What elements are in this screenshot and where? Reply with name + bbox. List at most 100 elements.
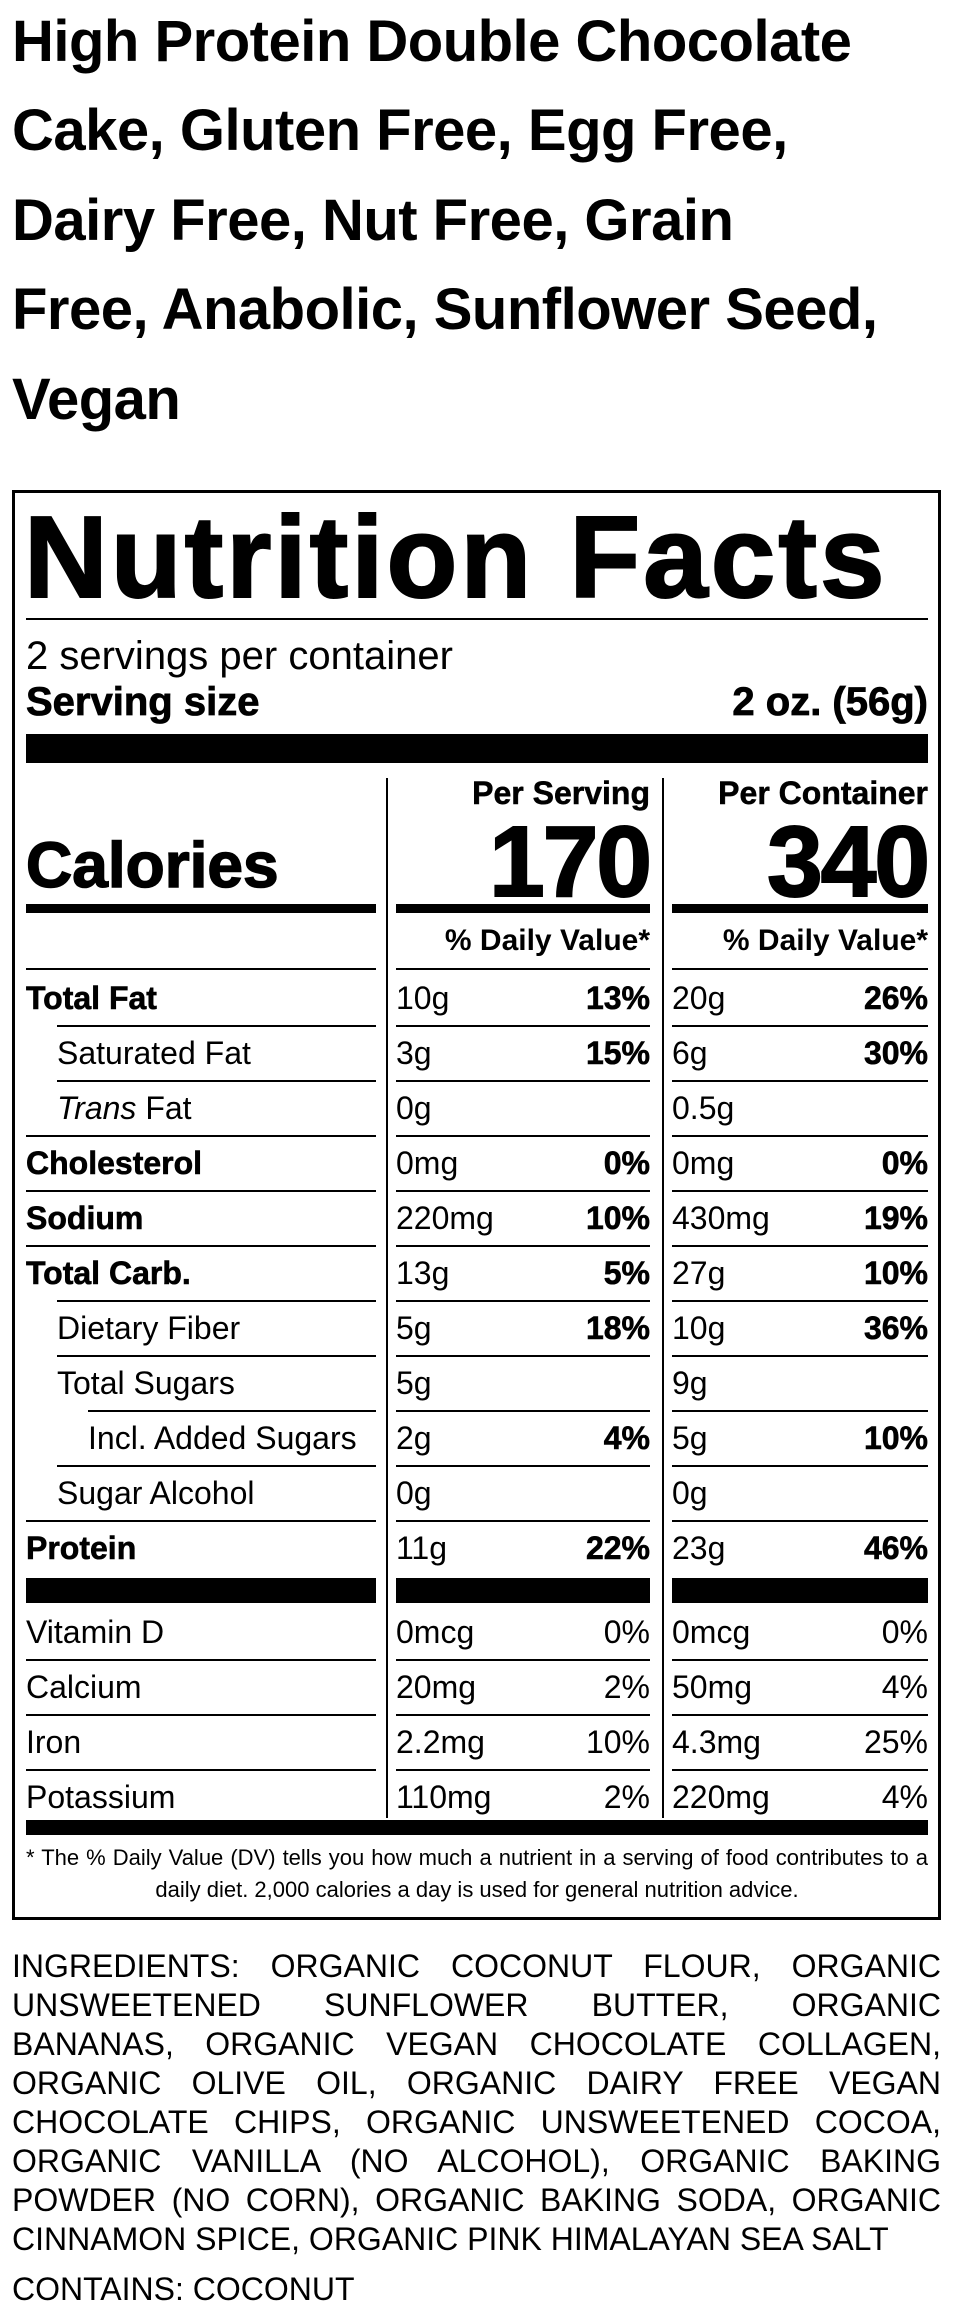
row-rule <box>396 968 650 970</box>
daily-value: 10% <box>863 1419 929 1456</box>
daily-value: 0% <box>881 1144 928 1181</box>
row-rule <box>396 1355 650 1357</box>
nutrient-label: Potassium <box>26 1775 175 1819</box>
title-line: Free, Anabolic, Sunflower Seed, <box>12 277 878 342</box>
row-rule <box>26 1659 376 1661</box>
amount: 220mg <box>672 1778 770 1815</box>
row-rule <box>396 1025 650 1027</box>
nutrient-label: Sodium <box>26 1196 144 1240</box>
amount: 20mg <box>396 1668 477 1705</box>
nutrient-label-text: Saturated Fat <box>57 1035 251 1071</box>
amount: 50mg <box>672 1668 753 1705</box>
row-rule <box>57 1080 376 1082</box>
row-rule <box>396 1245 650 1247</box>
row-rule <box>57 1465 376 1467</box>
amount: 0g <box>672 1474 708 1511</box>
column-divider <box>386 778 388 1818</box>
nutrient-label-text: Incl. Added Sugars <box>88 1420 357 1456</box>
amount: 4.3mg <box>672 1723 761 1760</box>
row-rule <box>672 1714 928 1716</box>
daily-value: 25% <box>863 1723 928 1760</box>
amount: 220mg <box>396 1199 494 1236</box>
row-rule <box>26 1520 376 1522</box>
amount: 6g <box>672 1034 708 1071</box>
row-rule <box>396 1190 650 1192</box>
ingredients: INGREDIENTS: ORGANIC COCONUT FLOUR, ORGA… <box>12 1948 941 2257</box>
row-rule <box>26 1245 376 1247</box>
contains: CONTAINS: COCONUT <box>12 2271 355 2307</box>
daily-value: 19% <box>863 1199 929 1236</box>
daily-value: 10% <box>863 1254 929 1291</box>
serving-size-label: Serving size <box>26 680 260 725</box>
thick-rule <box>396 1578 650 1603</box>
nutrient-label: Protein <box>26 1526 137 1570</box>
nutrient-label: Dietary Fiber <box>57 1306 240 1350</box>
nutrient-label-text: Total Carb. <box>26 1255 191 1292</box>
title-line: Dairy Free, Nut Free, Grain <box>12 187 734 253</box>
nutrient-label-text: Cholesterol <box>26 1145 203 1182</box>
amount: 110mg <box>396 1778 492 1815</box>
daily-value: 10% <box>585 1723 650 1760</box>
row-rule <box>672 968 928 970</box>
nutrient-label: Total Sugars <box>57 1361 235 1405</box>
row-rule <box>672 1355 928 1357</box>
nutrient-label: Calcium <box>26 1665 142 1709</box>
row-rule <box>26 1714 376 1716</box>
calories-label: Calories <box>25 828 279 902</box>
amount: 0g <box>396 1089 432 1126</box>
title-line: High Protein Double Chocolate <box>12 8 852 74</box>
column-header: Per Container <box>718 774 928 811</box>
thick-rule <box>26 1820 928 1835</box>
servings: 2 servings per container <box>26 634 453 678</box>
nutrient-label: Trans Fat <box>57 1086 192 1130</box>
amount: 0.5g <box>672 1089 735 1126</box>
nutrient-label-text: Calcium <box>26 1669 142 1705</box>
amount: 0mcg <box>396 1613 475 1650</box>
nutrient-label-text: Dietary Fiber <box>57 1310 241 1346</box>
row-rule <box>396 1714 650 1716</box>
amount: 0g <box>396 1474 432 1511</box>
row-rule <box>672 1025 928 1027</box>
nutrient-label-text: Iron <box>26 1724 82 1760</box>
daily-value: 0% <box>881 1613 928 1650</box>
daily-value: 15% <box>585 1034 651 1071</box>
row-rule <box>26 1190 376 1192</box>
calories-rule <box>396 904 650 913</box>
amount: 5g <box>396 1309 432 1346</box>
row-rule <box>396 1410 650 1412</box>
calories-rule <box>26 904 376 913</box>
serving-size: 2 oz. (56g) <box>732 680 928 725</box>
thick-rule <box>672 1578 928 1603</box>
daily-value: 30% <box>863 1034 929 1071</box>
row-rule <box>396 1520 650 1522</box>
daily-value: 5% <box>603 1254 650 1291</box>
amount: 20g <box>672 979 726 1016</box>
row-rule <box>672 1300 928 1302</box>
row-rule <box>26 1135 376 1137</box>
daily-value: 10% <box>585 1199 651 1236</box>
nutrient-label: Incl. Added Sugars <box>88 1416 357 1460</box>
nutrient-label-text: Sodium <box>26 1200 144 1237</box>
amount: 3g <box>396 1034 432 1071</box>
nutrition-heading: Nutrition Facts <box>23 491 888 623</box>
calories-value: 340 <box>766 805 931 919</box>
row-rule <box>672 1520 928 1522</box>
column-header: Per Serving <box>472 774 650 811</box>
amount: 27g <box>672 1254 726 1291</box>
row-rule <box>396 1659 650 1661</box>
row-rule <box>26 968 376 970</box>
row-rule <box>672 1410 928 1412</box>
row-rule <box>396 1300 650 1302</box>
daily-value: 2% <box>603 1778 650 1815</box>
daily-value: 36% <box>863 1309 929 1346</box>
row-rule <box>672 1190 928 1192</box>
row-rule <box>57 1300 376 1302</box>
row-rule <box>672 1769 928 1771</box>
footnote: * The % Daily Value (DV) tells you how m… <box>26 1845 928 1902</box>
daily-value: 22% <box>585 1529 651 1566</box>
nutrient-label: Cholesterol <box>26 1141 203 1185</box>
column-divider <box>662 778 664 1818</box>
